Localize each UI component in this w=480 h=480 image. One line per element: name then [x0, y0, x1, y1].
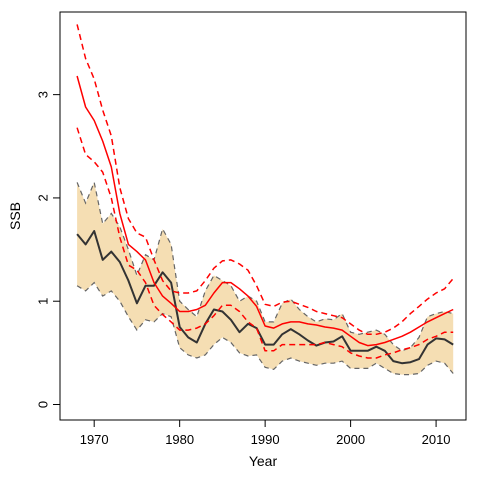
x-tick-label: 1990 [251, 432, 280, 447]
y-tick-label: 0 [35, 401, 50, 408]
confidence-band-fill [77, 182, 454, 375]
axes-layer: 1970 1980 1990 2000 2010 0 1 2 3 [35, 91, 450, 447]
x-tick-label: 1970 [80, 432, 109, 447]
series-line-median [76, 230, 454, 365]
y-tick-label: 2 [35, 194, 50, 201]
x-tick-label: 1980 [165, 432, 194, 447]
y-axis-title: SSB [7, 202, 23, 230]
series-line-estimate-lower [76, 127, 454, 359]
uncertainty-band-layer [76, 180, 454, 376]
y-tick-label: 3 [35, 91, 50, 98]
y-tick-label: 1 [35, 298, 50, 305]
x-tick-label: 2000 [336, 432, 365, 447]
series-line-estimate-upper [76, 24, 454, 336]
confidence-band-lower-edge [76, 281, 454, 376]
series-line-estimate [76, 75, 454, 347]
series-lines-layer [76, 24, 454, 365]
x-tick-label: 2010 [422, 432, 451, 447]
x-axis-title: Year [249, 453, 278, 469]
